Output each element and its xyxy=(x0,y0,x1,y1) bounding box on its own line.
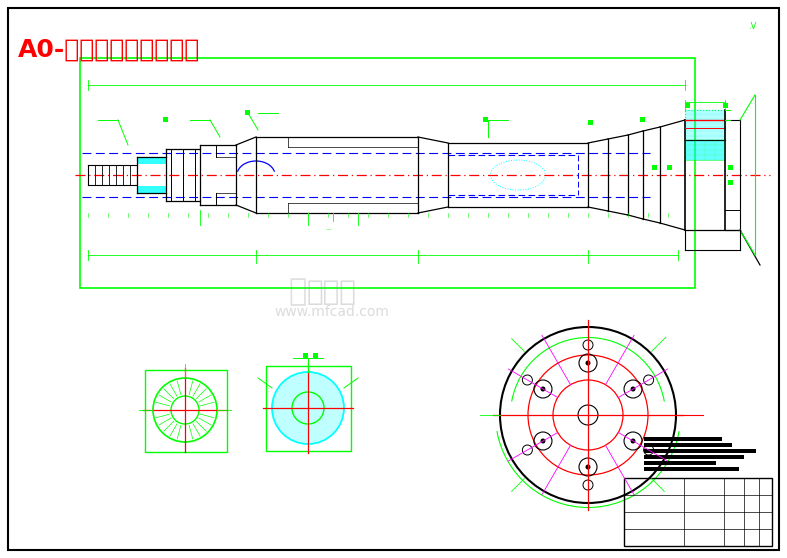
Circle shape xyxy=(541,439,545,444)
Circle shape xyxy=(586,360,590,365)
Text: —: — xyxy=(325,227,331,232)
Bar xyxy=(644,461,716,465)
Circle shape xyxy=(630,387,636,392)
Bar xyxy=(80,58,695,288)
Polygon shape xyxy=(685,140,725,160)
Bar xyxy=(483,117,488,122)
Bar xyxy=(723,103,728,108)
Bar xyxy=(266,366,351,451)
Circle shape xyxy=(272,372,344,444)
Bar xyxy=(588,120,593,125)
Text: Ⓜ: Ⓜ xyxy=(289,277,307,306)
Text: www.mfcad.com: www.mfcad.com xyxy=(275,305,390,319)
Circle shape xyxy=(630,439,636,444)
Bar xyxy=(245,110,250,115)
Bar xyxy=(644,449,756,453)
Text: 沐风网: 沐风网 xyxy=(307,278,357,306)
Bar xyxy=(685,110,725,140)
Bar xyxy=(728,180,733,185)
Text: .V: .V xyxy=(748,22,756,31)
Bar xyxy=(685,103,690,108)
Bar xyxy=(145,370,227,452)
Bar xyxy=(624,478,772,546)
Bar xyxy=(137,186,166,193)
Bar xyxy=(137,157,166,164)
Bar xyxy=(685,110,725,140)
Circle shape xyxy=(586,464,590,469)
Bar xyxy=(728,165,733,170)
Bar xyxy=(303,353,308,358)
Bar xyxy=(644,455,744,459)
Bar xyxy=(667,165,672,170)
Text: A0-车床空心主轴零件图: A0-车床空心主轴零件图 xyxy=(18,38,200,62)
Bar xyxy=(644,443,732,447)
Bar xyxy=(652,165,657,170)
Bar xyxy=(313,353,318,358)
Bar xyxy=(640,117,645,122)
Bar xyxy=(163,117,168,122)
Circle shape xyxy=(541,387,545,392)
Bar xyxy=(644,437,722,441)
Bar xyxy=(644,467,739,471)
